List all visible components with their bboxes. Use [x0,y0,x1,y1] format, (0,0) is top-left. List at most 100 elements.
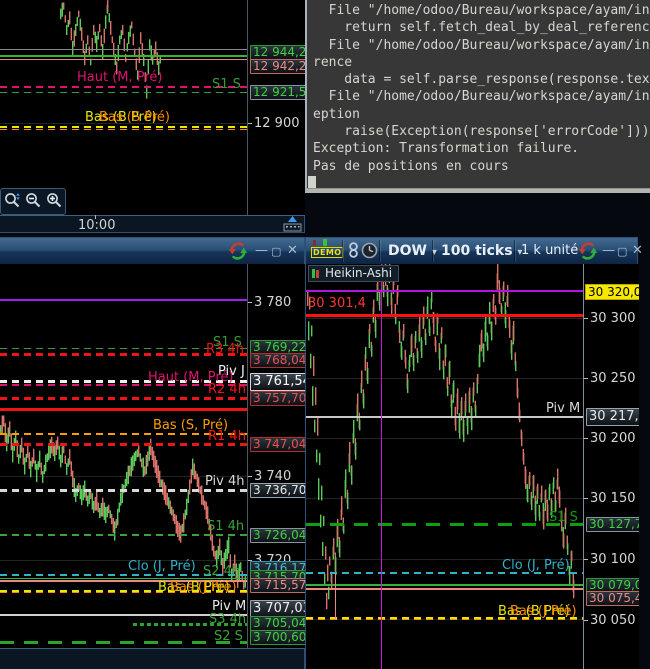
price-label-box: 30 127,7 [586,516,639,532]
price-line-label: S1 4h [207,519,245,534]
price-line [306,314,583,317]
price-line-label: Bas (J Pré) [170,580,237,595]
price-line-label: S3 4h [209,612,247,627]
chart-legend[interactable]: Heikin-Ashi [308,265,400,282]
price-line [306,572,583,574]
chart-window-top-left: Haut (M, Pré) S1 S Bas (B Pré) Bas (S Pré) … [0,0,305,233]
grid-line [306,378,583,379]
price-line [0,641,247,644]
chart-window-bottom-left: — ▢ ✕ S1 S R3 4h Piv J Haut (M, Pré) R2 4h Ba… [0,237,305,669]
price-line-label: Clo (J, Pré) [502,558,570,573]
chart-plot[interactable]: Piv M S1 S Clo (J, Pré) Bas (B Pré) Bas (J P… [306,264,583,669]
zoom-out-icon[interactable] [24,191,43,210]
price-line-label: S1 S [549,510,578,525]
demo-badge: DEMO [311,239,344,261]
axis-tick-label: 3 780 [254,295,292,310]
axis-tick [584,378,588,379]
chart-plot[interactable]: Haut (M, Pré) S1 S Bas (B Pré) Bas (S Pré) [0,0,247,216]
legend-label: Heikin-Ashi [325,266,393,280]
axis-tick-label: 30 050 [590,613,636,628]
axis-tick-label: 3 740 [254,469,292,484]
demo-badge-label: DEMO [311,247,344,258]
window-titlebar[interactable]: — ▢ ✕ [0,238,304,265]
price-line [306,290,583,292]
grid-line [0,476,247,477]
axis-tick-label: 30 200 [590,431,636,446]
timeframe-label: 100 ticks [441,243,513,259]
terminal-window[interactable]: File "/home/odoo/Bureau/workspace/ayam/i… [305,0,650,193]
price-axis[interactable]: 3 780 3 769,223 768,04 3 761,543 757,70 3 7… [247,264,305,649]
terminal-line: rence [313,54,353,70]
axis-tick-label: 30 300 [590,311,636,326]
grid-line [0,560,247,561]
price-line-label: Bas (B Pré) [158,580,230,595]
axis-tick [584,318,588,319]
time-axis-label: 10:00 [78,218,116,233]
maximize-icon[interactable]: ▢ [617,245,628,258]
candlestick-series [307,264,575,610]
price-line [0,443,247,446]
minimize-icon[interactable]: — [602,243,615,258]
terminal-line: raise(Exception(response['errorCode'])) [313,124,650,140]
time-tick [95,215,96,219]
axis-tick [248,476,252,477]
price-line-label: S2 S [214,629,243,644]
grid-line [306,438,583,439]
window-titlebar[interactable]: DEMO DOW ▾ 100 ticks ▾ 1 k unité — ▢ [306,238,643,265]
terminal-scrollbar[interactable] [307,188,650,193]
price-line [0,574,247,576]
close-icon[interactable]: ✕ [287,243,298,258]
close-icon[interactable]: ✕ [632,243,643,258]
price-line [0,348,247,349]
price-line-label: S2 4h [203,564,241,579]
price-line-label: Piv J [218,364,245,379]
price-line [306,416,583,418]
axis-tick-label: 30 250 [590,371,636,386]
zoom-fit-icon[interactable] [3,191,22,210]
price-line [0,397,247,400]
axis-tick [248,302,252,303]
axis-tick-label: 30 150 [590,491,636,506]
candlestick-series [60,0,161,99]
price-label-box: 3 768,04 [250,352,305,368]
price-label-box: 3 736,70 [250,482,305,498]
price-label-box: 3 726,04 [250,527,305,543]
show-panel-icon[interactable] [282,216,303,232]
price-line [0,59,247,60]
zoom-in-icon[interactable] [45,191,64,210]
price-line [0,55,247,57]
terminal-line: File "/home/odoo/Bureau/workspace/ayam/i… [313,3,650,18]
price-line [0,590,247,592]
price-line [306,617,583,619]
units-label: 1 k unité [521,243,579,258]
price-label-box: 3 705,04 [250,615,305,631]
terminal-output: File "/home/odoo/Bureau/workspace/ayam/i… [313,2,650,175]
price-label-box: 30 217,9 [586,408,639,426]
price-label-box: 3 769,22 [250,339,305,355]
chart-plot[interactable]: S1 S R3 4h Piv J Haut (M, Pré) R2 4h Bas (S, … [0,264,247,649]
price-line [0,578,247,579]
chevron-down-icon: ▾ [517,247,523,258]
maximize-icon[interactable]: ▢ [271,245,282,258]
price-line-label: Bas (B Pré) [85,110,157,125]
grid-line [0,123,247,124]
price-axis[interactable]: 30 320,0 30 300 30 250 30 217,9 30 200 30 150… [583,264,639,669]
price-line [0,299,247,301]
terminal-line: File "/home/odoo/Bureau/workspace/ayam/i… [313,89,650,105]
vertical-marker-line [381,264,382,669]
price-line [0,534,247,536]
price-line [0,408,247,411]
price-line-label: R1 4h [208,429,246,444]
axis-tick [248,123,252,124]
price-label-box: 12 921,5 [250,84,305,100]
current-price-box: 30 320,0 [585,284,639,300]
price-axis[interactable]: 12 944,2 12 942,2 12 921,5 12 900 [247,0,305,216]
timeframe-dropdown[interactable]: 100 ticks ▾ [441,243,522,259]
symbol-dropdown[interactable]: DOW ▾ [388,243,437,259]
minimize-icon[interactable]: — [255,243,268,258]
price-line-label: Piv 4h [205,474,245,489]
terminal-line: data = self.parse_response(response.tex [313,72,650,88]
price-label-box: 3 747,04 [250,436,305,452]
price-line [133,623,247,626]
terminal-line: eption [313,106,360,122]
